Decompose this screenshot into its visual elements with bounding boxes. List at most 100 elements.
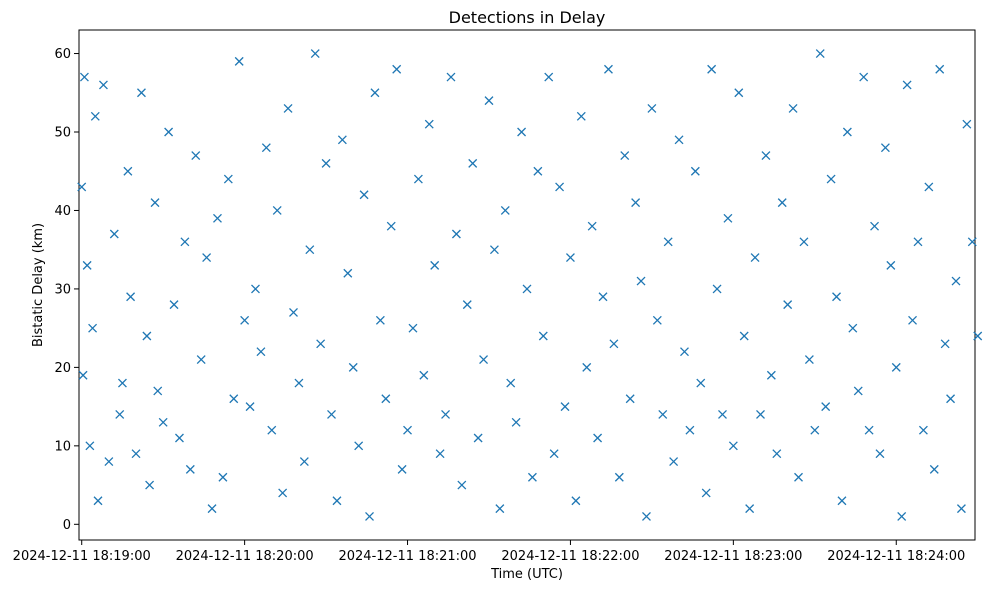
y-tick-label: 0 bbox=[63, 518, 71, 533]
data-point bbox=[305, 245, 315, 255]
y-tick-label: 30 bbox=[54, 282, 71, 297]
data-point bbox=[582, 362, 592, 372]
data-point bbox=[180, 237, 190, 247]
data-point bbox=[560, 402, 570, 412]
data-point bbox=[761, 151, 771, 160]
data-point bbox=[462, 300, 472, 310]
data-point bbox=[348, 362, 358, 372]
data-point bbox=[842, 127, 852, 137]
data-point bbox=[826, 174, 836, 184]
data-point bbox=[337, 135, 347, 145]
data-point bbox=[142, 331, 152, 341]
data-point bbox=[419, 370, 429, 380]
data-point bbox=[441, 410, 451, 419]
data-point bbox=[79, 72, 89, 82]
data-point bbox=[375, 315, 385, 325]
data-point bbox=[685, 425, 695, 435]
data-point bbox=[918, 425, 928, 435]
data-point bbox=[207, 504, 217, 514]
data-point bbox=[213, 213, 222, 223]
data-point bbox=[766, 370, 776, 380]
data-point bbox=[240, 315, 250, 325]
data-point bbox=[658, 410, 668, 419]
data-point bbox=[853, 386, 863, 396]
data-point bbox=[191, 151, 201, 160]
data-point bbox=[310, 49, 320, 58]
data-point bbox=[533, 166, 543, 176]
x-tick-label: 2024-12-11 18:19:00 bbox=[13, 549, 151, 564]
data-point bbox=[603, 64, 613, 74]
data-point bbox=[424, 119, 434, 129]
data-point bbox=[294, 378, 304, 388]
data-point bbox=[289, 308, 298, 317]
data-point bbox=[126, 292, 136, 302]
data-point bbox=[343, 268, 353, 278]
data-point bbox=[150, 198, 160, 208]
data-point bbox=[397, 464, 407, 474]
data-point bbox=[951, 276, 961, 286]
data-point bbox=[164, 127, 174, 137]
x-tick-label: 2024-12-11 18:23:00 bbox=[664, 549, 802, 564]
data-point bbox=[495, 504, 505, 514]
data-point bbox=[848, 323, 858, 333]
data-point bbox=[799, 237, 809, 247]
data-point bbox=[859, 72, 869, 82]
data-point bbox=[153, 386, 163, 396]
data-point bbox=[316, 339, 326, 349]
data-point bbox=[104, 457, 114, 466]
y-tick-label: 50 bbox=[54, 126, 71, 141]
data-point bbox=[821, 402, 831, 412]
data-point bbox=[78, 370, 88, 380]
data-point bbox=[403, 425, 412, 435]
data-point bbox=[631, 198, 641, 208]
data-point bbox=[832, 292, 841, 302]
data-point bbox=[354, 441, 364, 451]
data-point bbox=[565, 253, 575, 262]
data-point bbox=[359, 190, 369, 200]
data-point bbox=[93, 496, 103, 506]
data-point bbox=[707, 64, 717, 74]
data-point bbox=[408, 323, 418, 333]
data-point bbox=[739, 331, 749, 341]
data-point bbox=[908, 315, 918, 325]
data-points bbox=[77, 49, 983, 521]
data-point bbox=[88, 323, 98, 333]
data-point bbox=[175, 433, 184, 443]
data-point bbox=[145, 480, 155, 490]
data-point bbox=[511, 417, 521, 427]
data-point bbox=[593, 433, 603, 443]
data-point bbox=[484, 96, 494, 106]
data-point bbox=[473, 433, 483, 443]
data-point bbox=[131, 449, 141, 459]
data-point bbox=[929, 464, 939, 474]
data-point bbox=[652, 315, 662, 325]
data-point bbox=[196, 355, 206, 364]
data-point bbox=[321, 158, 331, 168]
data-point bbox=[946, 394, 956, 404]
data-point bbox=[136, 88, 146, 98]
data-point bbox=[669, 457, 679, 466]
data-point bbox=[598, 292, 608, 302]
data-point bbox=[109, 229, 119, 239]
data-point bbox=[794, 472, 803, 482]
data-point bbox=[756, 410, 765, 419]
data-point bbox=[712, 284, 722, 294]
data-point bbox=[891, 362, 901, 372]
data-point bbox=[875, 449, 885, 459]
x-tick-label: 2024-12-11 18:22:00 bbox=[501, 549, 639, 564]
y-tick-label: 20 bbox=[54, 361, 71, 376]
data-point bbox=[381, 394, 391, 404]
data-point bbox=[718, 410, 727, 419]
data-point bbox=[647, 104, 657, 113]
data-point bbox=[332, 496, 342, 506]
data-point bbox=[642, 512, 651, 521]
data-point bbox=[864, 425, 874, 435]
data-point bbox=[940, 339, 950, 349]
chart-title: Detections in Delay bbox=[449, 8, 606, 27]
data-point bbox=[413, 174, 423, 184]
data-point bbox=[614, 472, 624, 482]
data-point bbox=[837, 496, 847, 506]
data-point bbox=[430, 260, 440, 270]
data-point bbox=[783, 300, 793, 310]
data-point bbox=[745, 504, 755, 514]
